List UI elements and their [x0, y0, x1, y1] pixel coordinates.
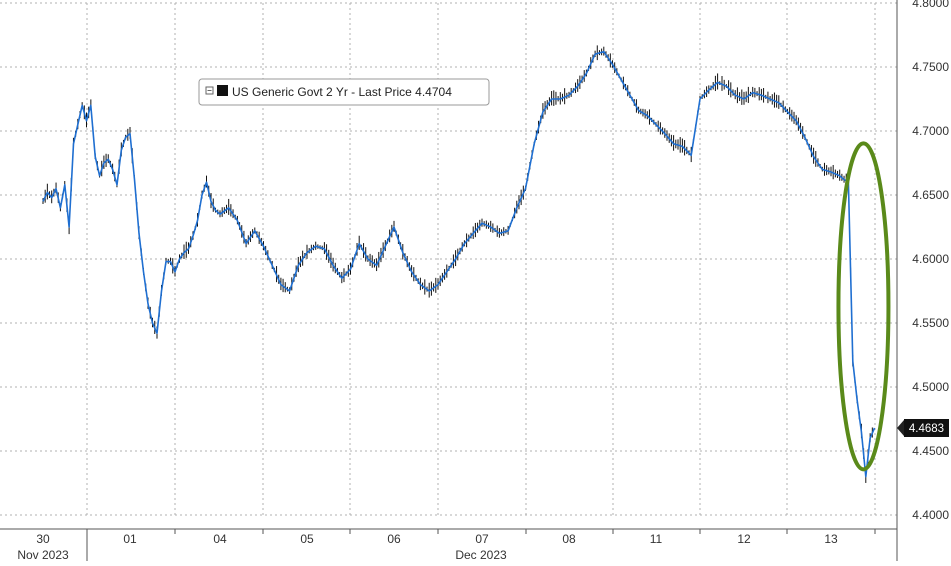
y-tick-label: 4.8000: [912, 0, 949, 10]
last-value-label: 4.4683: [909, 423, 944, 435]
x-tick-label: 04: [213, 532, 227, 546]
y-tick-label: 4.4500: [912, 444, 949, 458]
series-layer: [42, 45, 876, 483]
x-tick-label: 01: [123, 532, 137, 546]
highlight-ellipse: [836, 141, 891, 472]
legend: US Generic Govt 2 Yr - Last Price 4.4704: [198, 78, 490, 106]
last-value-box: [904, 419, 949, 437]
x-tick-label: 07: [475, 532, 489, 546]
x-tick-label: 11: [650, 532, 663, 546]
x-tick-label: 06: [387, 532, 401, 546]
x-month-label: Nov 2023: [17, 548, 69, 561]
y-tick-label: 4.6000: [912, 252, 949, 266]
y-tick-label: 4.7500: [912, 60, 949, 74]
annotation-layer: [836, 141, 891, 472]
y-tick-label: 4.6500: [912, 188, 949, 202]
series-line: [42, 50, 876, 478]
last-value-marker: 4.4683: [897, 419, 949, 437]
x-tick-label: 08: [562, 532, 576, 546]
x-tick-label: 05: [300, 532, 314, 546]
legend-box: [198, 78, 490, 106]
legend-entry: US Generic Govt 2 Yr - Last Price 4.4704: [232, 85, 452, 99]
x-tick-label: 30: [36, 532, 50, 546]
legend-swatch: [217, 85, 228, 96]
y-tick-label: 4.4000: [912, 508, 949, 522]
x-tick-label: 12: [737, 532, 751, 546]
x-tick-label: 13: [824, 532, 838, 546]
y-tick-label: 4.7000: [912, 124, 949, 138]
last-value-arrow: [897, 420, 904, 436]
y-tick-label: 4.5500: [912, 316, 949, 330]
y-tick-label: 4.5000: [912, 380, 949, 394]
x-month-label: Dec 2023: [455, 548, 507, 561]
